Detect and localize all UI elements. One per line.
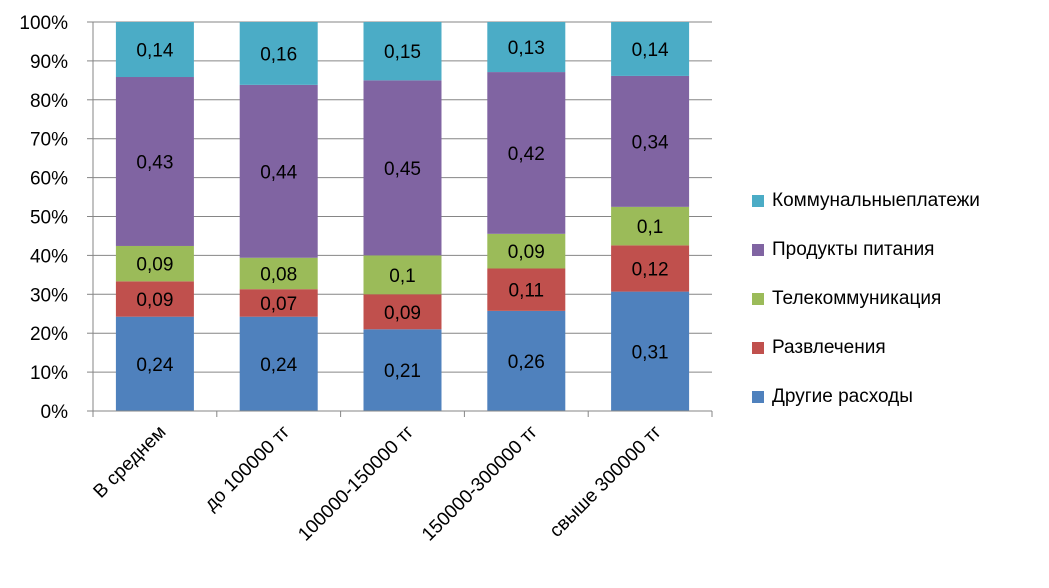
data-label: 0,08 [260, 264, 297, 285]
data-label: 0,34 [632, 132, 669, 153]
legend-swatch [752, 292, 764, 305]
data-label: 0,45 [384, 159, 421, 180]
data-label: 0,11 [509, 281, 545, 302]
legend-label: Телекоммуникация [772, 287, 942, 309]
y-tick-label: 60% [30, 169, 68, 190]
y-tick-label: 80% [30, 91, 68, 112]
legend-item: Развлечения [752, 335, 980, 360]
legend-label: Другие расходы [772, 385, 913, 407]
legend-label: Продукты питания [772, 238, 935, 260]
data-label: 0,15 [384, 42, 421, 63]
data-label: 0,14 [632, 40, 669, 61]
data-label: 0,16 [260, 44, 297, 65]
bar-segment [487, 310, 566, 411]
data-label: 0,44 [260, 162, 297, 183]
bar-segment [239, 289, 318, 317]
bar-segment [611, 75, 690, 207]
bar-segment [115, 281, 194, 317]
data-label: 0,31 [632, 342, 669, 363]
x-tick-label: В среднем [90, 422, 171, 503]
y-tick-label: 70% [30, 130, 68, 151]
bar-segment [487, 72, 566, 234]
data-label: 0,42 [508, 144, 545, 165]
bar-segment [611, 22, 690, 76]
data-label: 0,21 [384, 361, 421, 382]
y-tick-label: 90% [30, 52, 68, 73]
y-tick-label: 40% [30, 246, 68, 267]
bar-segment [363, 80, 442, 256]
data-label: 0,24 [136, 355, 173, 376]
data-label: 0,09 [136, 255, 173, 276]
legend-swatch [752, 194, 764, 207]
data-label: 0,12 [632, 259, 669, 280]
bar-segment [611, 206, 690, 246]
y-tick-label: 50% [30, 208, 68, 229]
y-tick-label: 20% [30, 324, 68, 345]
bar-segment [487, 22, 566, 73]
data-label: 0,14 [136, 41, 173, 62]
legend-swatch [752, 341, 764, 354]
data-label: 0,1 [637, 217, 663, 238]
bar-segment [363, 329, 442, 411]
bar-segment [115, 245, 194, 282]
data-label: 0,13 [508, 38, 545, 59]
data-label: 0,09 [136, 290, 173, 311]
data-label: 0,43 [136, 152, 173, 173]
legend: Коммунальныеплатежи Продукты питания Телек… [752, 188, 980, 409]
data-label: 0,07 [260, 294, 297, 315]
y-tick-label: 30% [30, 285, 68, 306]
data-label: 0,09 [508, 242, 545, 263]
x-tick-label: 100000-150000 тг [294, 422, 418, 546]
legend-swatch [752, 390, 764, 403]
data-label: 0,09 [384, 303, 421, 324]
legend-swatch [752, 243, 764, 256]
data-label: 0,1 [389, 266, 415, 287]
y-tick-label: 0% [41, 402, 69, 423]
x-tick-label: 150000-300000 тг [418, 422, 542, 546]
bar-segment [115, 22, 194, 78]
bar-segment [611, 245, 690, 292]
legend-item: Коммунальныеплатежи [752, 188, 980, 213]
bar-segment [363, 255, 442, 295]
legend-item: Продукты питания [752, 237, 980, 262]
bar-segment [115, 316, 194, 411]
bar-segment [239, 316, 318, 411]
bar-segment [363, 22, 442, 81]
x-tick-label: до 100000 тг [201, 422, 295, 516]
y-tick-label: 100% [19, 13, 68, 34]
bar-segment [239, 84, 318, 258]
bar-segment [239, 257, 318, 290]
bar-segment [115, 77, 194, 246]
bar-segment [611, 291, 690, 411]
data-label: 0,26 [508, 352, 545, 373]
bar-segment [363, 294, 442, 330]
legend-label: Развлечения [772, 336, 886, 358]
data-label: 0,24 [260, 355, 297, 376]
y-tick-label: 10% [30, 363, 68, 384]
legend-item: Телекоммуникация [752, 286, 980, 311]
legend-item: Другие расходы [752, 384, 980, 409]
bar-segment [239, 22, 318, 85]
legend-label: Коммунальныеплатежи [772, 189, 980, 211]
x-tick-label: свыше 300000 тг [546, 422, 666, 542]
bar-segment [487, 268, 566, 311]
bar-segment [487, 233, 566, 269]
